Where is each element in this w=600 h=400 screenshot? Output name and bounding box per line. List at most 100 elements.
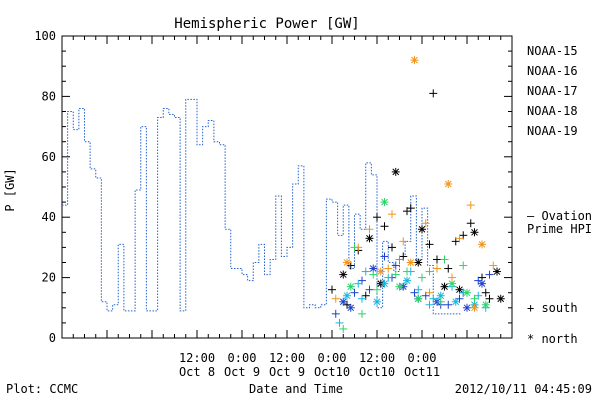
data-point-noaa-15 xyxy=(493,267,501,276)
data-point-noaa-15 xyxy=(388,243,396,252)
data-point-noaa-19 xyxy=(331,294,340,303)
data-point-noaa-15 xyxy=(365,234,374,243)
data-point-noaa-18 xyxy=(380,198,389,207)
data-point-noaa-16 xyxy=(365,285,374,294)
data-point-noaa-18 xyxy=(440,255,449,264)
data-point-noaa-18 xyxy=(436,297,445,306)
x-tick-label-time: 0:00 xyxy=(408,351,437,365)
x-tick-label-date: Oct10 xyxy=(314,365,350,379)
data-point-noaa-17 xyxy=(358,294,366,303)
chart-title: Hemispheric Power [GW] xyxy=(174,16,359,32)
data-point-noaa-15 xyxy=(328,285,336,294)
data-point-noaa-18 xyxy=(414,294,423,303)
data-point-noaa-19 xyxy=(433,264,441,273)
y-tick-label: 0 xyxy=(49,331,56,345)
data-point-noaa-18 xyxy=(418,273,426,282)
data-point-noaa-19 xyxy=(425,288,434,297)
data-point-noaa-15 xyxy=(481,288,490,297)
data-point-noaa-17 xyxy=(373,297,381,306)
data-point-noaa-19 xyxy=(448,273,456,282)
x-tick-label-time: 12:00 xyxy=(179,351,215,365)
data-point-noaa-19 xyxy=(376,267,385,276)
legend-entry: NOAA-16 xyxy=(527,64,578,78)
x-tick-label-time: 12:00 xyxy=(359,351,395,365)
data-point-noaa-16 xyxy=(478,279,486,288)
data-point-noaa-15 xyxy=(440,282,449,291)
ovation-label-1: — Ovation xyxy=(527,209,592,223)
data-point-noaa-16 xyxy=(380,252,389,261)
y-tick-label: 100 xyxy=(34,29,56,43)
ovation-series xyxy=(62,98,462,315)
data-point-noaa-16 xyxy=(391,261,400,270)
data-point-noaa-17 xyxy=(395,255,404,264)
data-point-noaa-15 xyxy=(373,213,381,222)
data-point-noaa-15 xyxy=(403,207,411,216)
ovation-line xyxy=(62,98,462,315)
data-point-noaa-15 xyxy=(339,270,348,279)
data-point-noaa-17 xyxy=(361,267,370,276)
data-point-noaa-17 xyxy=(343,291,351,300)
legend-entry: NOAA-19 xyxy=(527,124,578,138)
footer-plot-credit: Plot: CCMC xyxy=(6,382,78,396)
y-tick-label: 60 xyxy=(42,150,56,164)
data-point-noaa-15 xyxy=(466,219,475,228)
y-tick-label: 20 xyxy=(42,271,56,285)
data-point-noaa-18 xyxy=(459,261,468,270)
data-point-noaa-17 xyxy=(384,273,393,282)
y-axis: 0 20 40 60 80 100 xyxy=(34,29,512,345)
x-tick-label-time: 12:00 xyxy=(269,351,305,365)
data-point-noaa-19 xyxy=(489,261,498,270)
data-point-noaa-18 xyxy=(346,282,355,291)
y-axis-label: P [GW] xyxy=(3,168,17,211)
data-point-noaa-17 xyxy=(403,276,411,285)
data-point-noaa-17 xyxy=(414,285,423,294)
legend: NOAA-15 NOAA-16 NOAA-17 NOAA-18 NOAA-19 xyxy=(527,44,578,138)
data-point-noaa-17 xyxy=(429,294,438,303)
legend-entry: NOAA-18 xyxy=(527,104,578,118)
data-point-noaa-18 xyxy=(448,279,456,288)
data-point-noaa-19 xyxy=(365,225,374,234)
data-point-noaa-19 xyxy=(421,219,430,228)
x-tick-label-date: Oct10 xyxy=(359,365,395,379)
data-point-noaa-19 xyxy=(399,237,408,246)
data-point-noaa-15 xyxy=(380,222,389,231)
data-point-noaa-16 xyxy=(485,270,494,279)
data-point-noaa-17 xyxy=(425,300,434,309)
data-point-noaa-19 xyxy=(384,264,393,273)
data-point-noaa-19 xyxy=(388,210,396,219)
data-point-noaa-15 xyxy=(470,228,479,237)
x-tick-label-time: 0:00 xyxy=(228,351,257,365)
data-point-noaa-15 xyxy=(496,294,505,303)
data-point-noaa-15 xyxy=(391,167,400,176)
data-point-noaa-19 xyxy=(455,234,464,243)
data-point-noaa-18 xyxy=(339,324,348,333)
data-point-noaa-15 xyxy=(433,255,441,264)
data-point-noaa-19 xyxy=(444,179,453,188)
data-point-noaa-18 xyxy=(403,267,411,276)
x-tick-label-time: 0:00 xyxy=(318,351,347,365)
data-point-noaa-18 xyxy=(369,270,378,279)
data-point-noaa-18 xyxy=(481,300,490,309)
data-point-noaa-16 xyxy=(331,309,340,318)
x-tick-label-date: Oct11 xyxy=(404,365,440,379)
legend-entry: NOAA-17 xyxy=(527,84,578,98)
ovation-label-2: Prime HPI xyxy=(527,222,592,236)
data-point-noaa-19 xyxy=(406,258,415,267)
data-point-noaa-18 xyxy=(358,309,366,318)
data-point-noaa-18 xyxy=(463,288,471,297)
data-point-noaa-15 xyxy=(425,240,434,249)
y-tick-label: 40 xyxy=(42,210,56,224)
satellite-points xyxy=(328,56,505,333)
data-point-noaa-16 xyxy=(350,288,359,297)
data-point-noaa-16 xyxy=(339,297,348,306)
data-point-noaa-19 xyxy=(410,56,419,65)
data-point-noaa-18 xyxy=(395,282,404,291)
footer-timestamp: 2012/10/11 04:45:09 xyxy=(455,382,592,396)
data-point-noaa-16 xyxy=(346,303,355,312)
legend-entry: NOAA-15 xyxy=(527,44,578,58)
y-tick-label: 80 xyxy=(42,89,56,103)
data-point-noaa-19 xyxy=(343,258,351,267)
x-tick-label-date: Oct 8 xyxy=(179,365,215,379)
